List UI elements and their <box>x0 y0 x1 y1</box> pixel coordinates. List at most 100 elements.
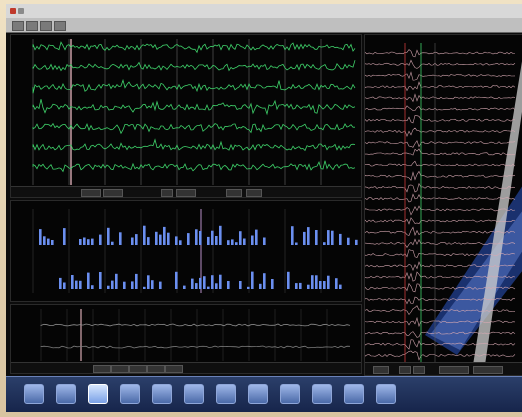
bar <box>43 236 46 245</box>
bar <box>239 231 242 245</box>
bar <box>51 240 54 245</box>
bar <box>323 242 326 245</box>
bar <box>91 285 94 289</box>
bar <box>235 242 238 245</box>
taskbar-icon[interactable] <box>152 384 172 404</box>
control-button[interactable] <box>147 365 165 373</box>
stacked-trace <box>365 238 516 248</box>
bar <box>99 234 102 245</box>
eeg-trace <box>32 160 356 173</box>
stacked-trace <box>365 93 516 103</box>
control-button[interactable] <box>93 365 111 373</box>
bar <box>79 280 82 289</box>
bar <box>195 229 198 245</box>
eeg-traces <box>32 39 356 185</box>
control-button[interactable] <box>373 366 389 374</box>
bar <box>131 281 134 289</box>
bar <box>119 232 122 245</box>
stacked-trace <box>365 49 516 58</box>
taskbar-icon[interactable] <box>216 384 236 404</box>
menu-button[interactable] <box>40 21 52 31</box>
eeg-trace <box>32 41 356 54</box>
control-button[interactable] <box>399 366 411 374</box>
bar <box>71 275 74 289</box>
control-button[interactable] <box>246 189 262 197</box>
bar <box>123 281 126 289</box>
control-button[interactable] <box>165 365 183 373</box>
taskbar-icon[interactable] <box>248 384 268 404</box>
eeg-trace <box>32 78 356 94</box>
control-button[interactable] <box>111 365 129 373</box>
bar <box>135 234 138 245</box>
bar <box>243 238 246 245</box>
bar <box>107 227 110 245</box>
bar <box>335 278 338 289</box>
bar <box>91 238 94 245</box>
menu-button[interactable] <box>12 21 24 31</box>
bar <box>259 283 262 289</box>
control-button[interactable] <box>161 189 173 197</box>
menu-button[interactable] <box>26 21 38 31</box>
trend-line <box>40 345 351 349</box>
stacked-trace <box>365 316 516 328</box>
control-button[interactable] <box>439 366 469 374</box>
taskbar-icon[interactable] <box>24 384 44 404</box>
bar <box>307 284 310 289</box>
control-button[interactable] <box>226 189 242 197</box>
taskbar-icon[interactable] <box>184 384 204 404</box>
bar <box>227 240 230 245</box>
stacked-trace <box>365 170 516 181</box>
eeg-trace <box>32 60 356 72</box>
bar <box>87 272 90 289</box>
bar <box>215 236 218 245</box>
trend-panel[interactable] <box>10 304 362 374</box>
minimize-icon[interactable] <box>18 8 24 14</box>
stacked-trace <box>365 205 516 216</box>
eeg-waveform-panel[interactable] <box>10 34 362 198</box>
stacked-trace <box>365 81 516 92</box>
eeg-trace <box>32 122 355 135</box>
bar <box>83 237 86 245</box>
bar <box>207 236 210 245</box>
averaged-traces-panel[interactable] <box>364 34 522 376</box>
stacked-trace <box>365 305 516 316</box>
bar <box>219 274 222 289</box>
taskbar-icon[interactable] <box>88 384 108 404</box>
taskbar-icon[interactable] <box>344 384 364 404</box>
bar <box>251 271 254 289</box>
trend-line <box>40 323 351 327</box>
stacked-trace <box>365 105 516 111</box>
taskbar-icon[interactable] <box>376 384 396 404</box>
control-button[interactable] <box>81 189 101 197</box>
stacked-trace <box>365 71 516 81</box>
stacked-trace <box>365 217 516 225</box>
taskbar-icon[interactable] <box>120 384 140 404</box>
spectral-bars-panel[interactable] <box>10 200 362 302</box>
stacked-trace <box>365 193 516 203</box>
taskbar <box>6 376 522 412</box>
trend-status-strip <box>11 362 361 373</box>
close-icon[interactable] <box>10 8 16 14</box>
taskbar-icon[interactable] <box>280 384 300 404</box>
bar <box>63 228 66 245</box>
bar <box>79 239 82 245</box>
control-button[interactable] <box>103 189 123 197</box>
taskbar-icon[interactable] <box>56 384 76 404</box>
control-button[interactable] <box>413 366 425 374</box>
taskbar-icon[interactable] <box>312 384 332 404</box>
bar <box>87 239 90 245</box>
eeg-status-strip <box>11 186 361 197</box>
bar-traces <box>32 209 358 293</box>
menu-button[interactable] <box>54 21 66 31</box>
bar <box>211 275 214 289</box>
bar <box>323 281 326 289</box>
bar <box>315 230 318 245</box>
bar <box>339 284 342 289</box>
control-button[interactable] <box>129 365 147 373</box>
control-button[interactable] <box>473 366 503 374</box>
bar <box>75 280 78 289</box>
control-button[interactable] <box>176 189 196 197</box>
bar <box>39 229 42 245</box>
bar <box>315 275 318 289</box>
bar <box>227 281 230 289</box>
